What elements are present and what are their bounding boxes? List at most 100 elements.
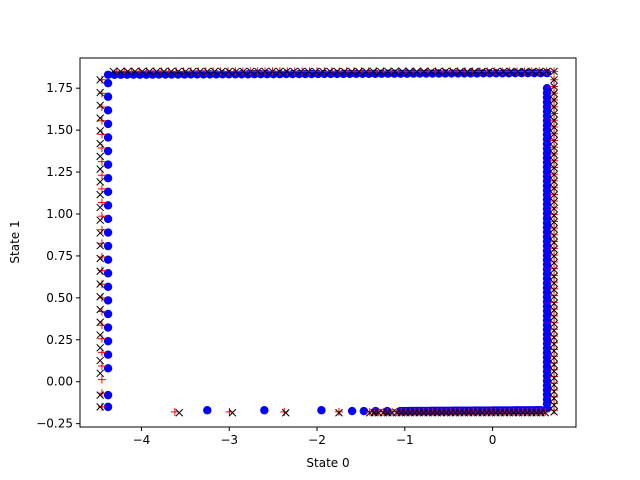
data-point-x [535, 67, 544, 76]
data-point-x [96, 369, 105, 378]
data-point-x [196, 67, 204, 76]
data-point-circle [103, 187, 113, 196]
data-point-plus [550, 271, 559, 280]
data-point-plus [97, 334, 106, 343]
data-point-plus [298, 67, 307, 76]
data-point-x [499, 67, 508, 76]
data-point-x [550, 360, 558, 369]
x-axis-label: State 0 [306, 456, 349, 470]
data-point-x [550, 394, 558, 403]
y-tick-label: 1.75 [46, 81, 73, 95]
data-point-x [239, 67, 248, 76]
data-point-plus [550, 305, 559, 314]
data-point-x [550, 164, 558, 172]
data-point-x [405, 67, 414, 76]
data-point-circle [103, 119, 113, 129]
data-point-circle [103, 78, 113, 88]
data-point-x [290, 67, 298, 76]
data-point-plus [498, 67, 507, 76]
data-point-x [175, 408, 184, 417]
data-point-plus [335, 67, 344, 76]
y-tick-label: 1.00 [46, 207, 73, 221]
data-point-plus [401, 67, 410, 76]
data-point-x [96, 267, 105, 276]
data-point-x [96, 318, 105, 327]
data-point-circle [103, 133, 113, 142]
data-point-circle [103, 201, 113, 210]
data-point-plus [550, 359, 559, 368]
data-point-x [550, 401, 558, 409]
data-point-circle [359, 406, 369, 416]
data-point-x [96, 356, 105, 365]
data-point-x [181, 67, 190, 76]
data-point-circle [103, 70, 113, 79]
data-point-x [138, 67, 147, 76]
data-point-circle [282, 69, 291, 79]
data-point-x [550, 313, 558, 321]
data-point-plus [97, 321, 106, 330]
data-point-plus [97, 402, 106, 411]
data-point-x [550, 319, 558, 328]
data-point-plus [550, 224, 559, 233]
data-point-plus [224, 67, 233, 76]
data-point-x [550, 279, 558, 287]
data-point-x [362, 67, 371, 76]
data-point-circle [103, 228, 113, 237]
data-point-x [550, 116, 558, 125]
y-tick-label: 0.25 [46, 333, 73, 347]
data-point-x [96, 126, 105, 135]
data-point-plus [550, 379, 559, 388]
data-point-x [96, 391, 105, 399]
data-point-x [96, 139, 105, 148]
data-point-x [96, 190, 105, 199]
data-point-x [550, 157, 558, 165]
data-point-x [550, 408, 558, 416]
x-axis-ticks: −4 −3 −2 −1 0 [133, 427, 496, 447]
data-point-x [550, 333, 558, 342]
data-point-circle [103, 323, 113, 332]
data-point-plus [97, 116, 106, 125]
data-point-x [550, 177, 558, 186]
y-tick-label: 1.25 [46, 165, 73, 179]
data-point-plus [505, 67, 514, 76]
data-point-x [550, 67, 558, 76]
data-point-plus [550, 392, 559, 401]
data-point-x [96, 229, 105, 237]
data-point-x [96, 75, 105, 84]
data-point-x [96, 254, 105, 263]
data-point-x [333, 67, 342, 76]
data-point-circle [103, 255, 113, 264]
y-axis-ticks: −0.25 0.00 0.25 0.50 0.75 1.00 1.25 1.50 1.75 [36, 81, 80, 431]
data-point-plus [550, 332, 559, 341]
data-point-plus [305, 67, 314, 76]
data-point-plus [550, 251, 559, 260]
data-point-x [109, 67, 118, 76]
data-point-x [96, 216, 105, 225]
data-point-plus [550, 406, 559, 415]
data-point-x [96, 114, 105, 122]
data-point-x [550, 387, 558, 396]
data-point-circle [103, 402, 113, 412]
y-tick-label: 0.75 [46, 249, 73, 263]
data-point-x [550, 82, 558, 91]
data-point-x [514, 67, 522, 76]
data-point-plus [550, 372, 559, 381]
y-tick-label: −0.25 [36, 417, 73, 431]
data-point-x [550, 306, 558, 315]
data-point-plus [97, 361, 106, 370]
data-point-x [398, 67, 407, 76]
data-point-plus [550, 318, 559, 327]
data-point-x [282, 67, 291, 76]
data-point-x [550, 197, 558, 206]
data-point-circle [260, 406, 269, 415]
data-point-x [174, 67, 183, 76]
data-point-circle [103, 296, 113, 305]
data-point-x [340, 67, 349, 76]
data-point-x [347, 67, 356, 76]
y-tick-label: 0.50 [46, 291, 73, 305]
data-point-x [441, 67, 450, 76]
data-point-x [391, 67, 399, 76]
data-point-circle [103, 309, 113, 319]
data-point-x [550, 299, 558, 308]
data-point-x [550, 143, 558, 152]
